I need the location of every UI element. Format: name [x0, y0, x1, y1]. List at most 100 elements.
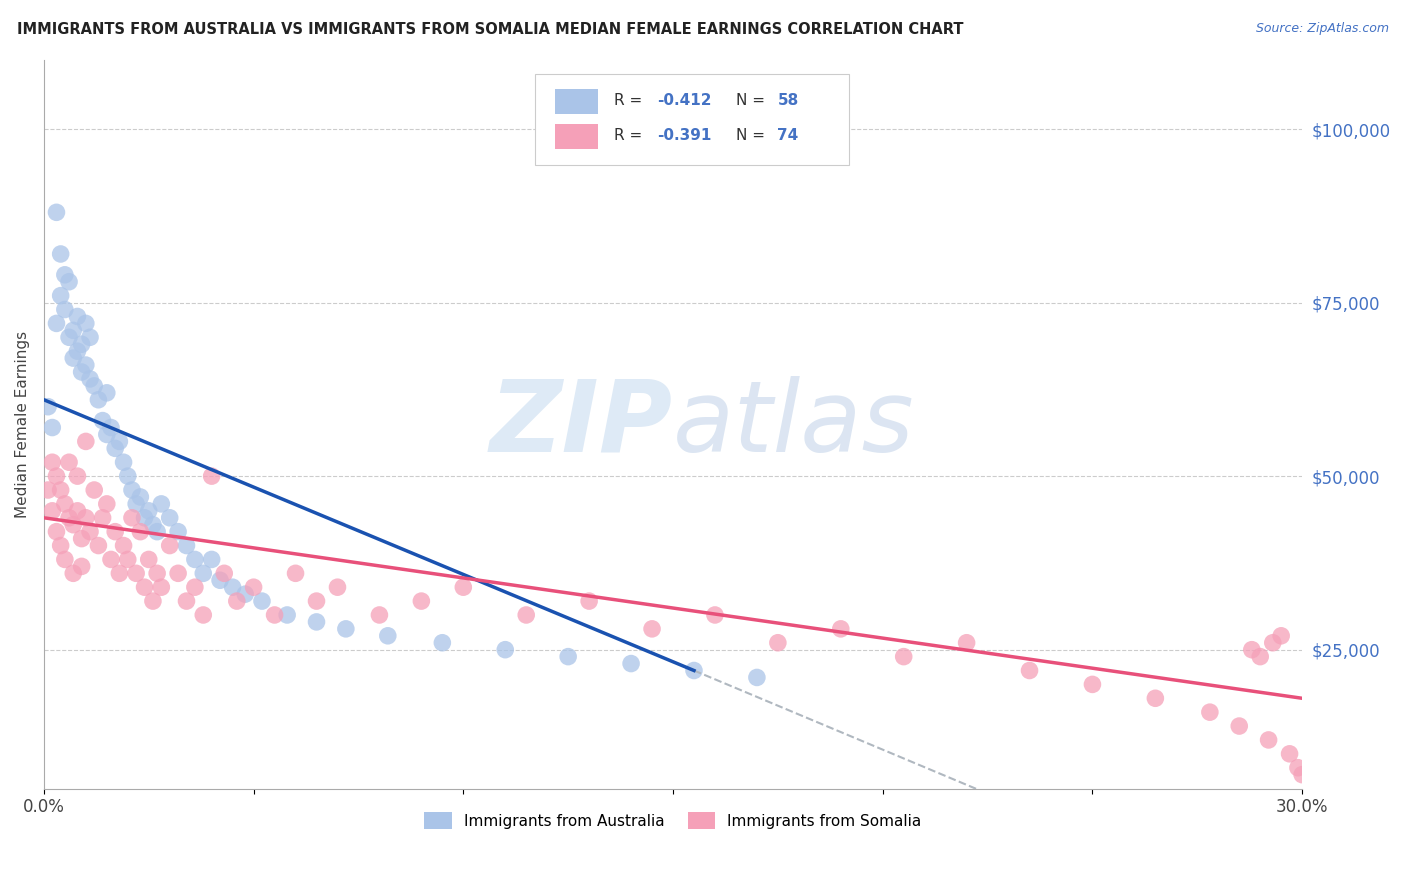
- Point: [75, 317, 97, 331]
- Point: [250, 594, 273, 608]
- Point: [134, 580, 156, 594]
- Point: [104, 524, 127, 539]
- Point: [1257, 733, 1279, 747]
- Point: [893, 649, 915, 664]
- Point: [233, 587, 256, 601]
- FancyBboxPatch shape: [555, 89, 598, 113]
- Text: R =: R =: [614, 128, 647, 143]
- Point: [209, 574, 232, 588]
- Point: [53, 552, 76, 566]
- Point: [142, 594, 165, 608]
- Y-axis label: Median Female Earnings: Median Female Earnings: [15, 331, 30, 517]
- Point: [37, 483, 59, 497]
- Text: -0.412: -0.412: [657, 93, 711, 108]
- Point: [70, 532, 93, 546]
- Point: [201, 469, 224, 483]
- Point: [79, 524, 101, 539]
- Point: [62, 351, 84, 365]
- Text: N =: N =: [735, 93, 770, 108]
- Point: [62, 323, 84, 337]
- Point: [121, 483, 143, 497]
- Point: [176, 539, 198, 553]
- Point: [121, 510, 143, 524]
- Point: [159, 539, 181, 553]
- Point: [70, 365, 93, 379]
- Point: [1291, 767, 1313, 781]
- Point: [150, 497, 173, 511]
- Point: [212, 566, 235, 581]
- Point: [87, 539, 110, 553]
- Text: ZIP: ZIP: [491, 376, 673, 473]
- Point: [45, 469, 67, 483]
- Point: [142, 517, 165, 532]
- Point: [41, 455, 63, 469]
- Point: [138, 504, 160, 518]
- Legend: Immigrants from Australia, Immigrants from Somalia: Immigrants from Australia, Immigrants fr…: [419, 805, 928, 836]
- Point: [1261, 636, 1284, 650]
- Point: [75, 510, 97, 524]
- Point: [1081, 677, 1104, 691]
- Point: [41, 420, 63, 434]
- Point: [53, 497, 76, 511]
- Point: [242, 580, 264, 594]
- FancyBboxPatch shape: [534, 74, 849, 165]
- Point: [326, 580, 349, 594]
- Point: [75, 434, 97, 449]
- Point: [193, 566, 215, 581]
- Point: [66, 504, 89, 518]
- Point: [201, 552, 224, 566]
- Point: [66, 344, 89, 359]
- Point: [125, 497, 148, 511]
- Text: 58: 58: [778, 93, 799, 108]
- Point: [45, 524, 67, 539]
- Point: [138, 552, 160, 566]
- Point: [108, 434, 131, 449]
- Point: [276, 607, 298, 622]
- Point: [745, 670, 768, 684]
- Text: N =: N =: [735, 128, 770, 143]
- Point: [79, 372, 101, 386]
- Point: [96, 385, 118, 400]
- Point: [377, 629, 399, 643]
- Point: [134, 510, 156, 524]
- Point: [1227, 719, 1250, 733]
- Point: [368, 607, 391, 622]
- Point: [129, 524, 152, 539]
- Point: [683, 664, 706, 678]
- Point: [305, 594, 328, 608]
- Point: [37, 400, 59, 414]
- Point: [91, 510, 114, 524]
- Point: [104, 442, 127, 456]
- Point: [58, 455, 80, 469]
- Point: [70, 559, 93, 574]
- Point: [184, 580, 207, 594]
- Text: 74: 74: [778, 128, 799, 143]
- Point: [58, 275, 80, 289]
- Point: [58, 330, 80, 344]
- Point: [1286, 761, 1309, 775]
- Point: [1144, 691, 1167, 706]
- Point: [96, 427, 118, 442]
- Text: atlas: atlas: [673, 376, 915, 473]
- Point: [58, 510, 80, 524]
- Text: -0.391: -0.391: [657, 128, 711, 143]
- Point: [305, 615, 328, 629]
- FancyBboxPatch shape: [555, 124, 598, 149]
- Point: [87, 392, 110, 407]
- Point: [53, 268, 76, 282]
- Point: [66, 310, 89, 324]
- Point: [100, 552, 122, 566]
- Point: [1270, 629, 1292, 643]
- Point: [100, 420, 122, 434]
- Point: [1278, 747, 1301, 761]
- Point: [45, 205, 67, 219]
- Point: [117, 469, 139, 483]
- Point: [284, 566, 307, 581]
- Point: [79, 330, 101, 344]
- Point: [62, 517, 84, 532]
- Text: Source: ZipAtlas.com: Source: ZipAtlas.com: [1256, 22, 1389, 36]
- Point: [62, 566, 84, 581]
- Point: [75, 358, 97, 372]
- Point: [49, 247, 72, 261]
- Point: [146, 566, 169, 581]
